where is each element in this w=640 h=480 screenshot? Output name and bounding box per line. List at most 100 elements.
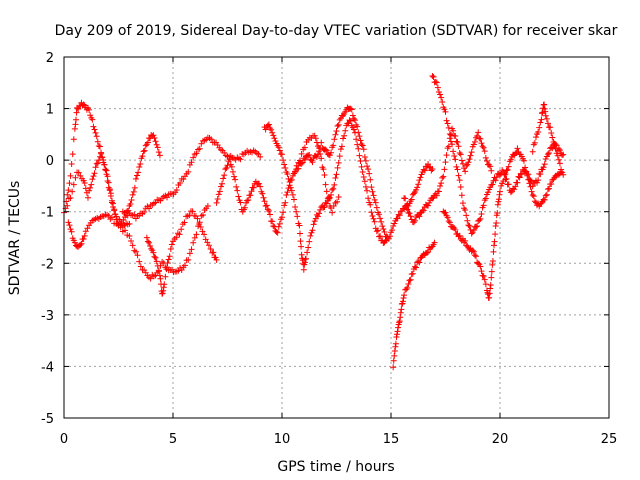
data-point	[481, 197, 488, 204]
data-point	[467, 152, 474, 159]
data-point	[136, 164, 143, 171]
data-point	[289, 191, 296, 198]
data-point	[301, 259, 308, 266]
data-point	[338, 143, 345, 150]
data-point	[433, 79, 440, 86]
data-point	[342, 127, 349, 134]
data-point	[421, 167, 428, 174]
data-point	[534, 179, 541, 186]
data-point	[483, 157, 490, 164]
data-point	[104, 178, 111, 185]
data-point	[535, 128, 542, 135]
data-point	[528, 188, 535, 195]
data-point	[368, 209, 375, 216]
data-point	[379, 223, 386, 230]
data-point	[280, 209, 287, 216]
data-point	[132, 248, 139, 255]
data-point	[69, 151, 76, 158]
data-points	[61, 72, 567, 371]
data-point	[186, 212, 193, 219]
data-point	[217, 183, 224, 190]
data-point	[354, 123, 361, 130]
data-point	[529, 148, 536, 155]
data-point	[426, 199, 433, 206]
data-point	[306, 151, 313, 158]
data-point	[286, 179, 293, 186]
data-point	[106, 186, 113, 193]
data-point	[455, 143, 462, 150]
data-point	[87, 112, 94, 119]
data-point	[466, 156, 473, 163]
data-point	[280, 157, 287, 164]
x-tick-label: 0	[60, 432, 68, 447]
data-point	[72, 121, 79, 128]
data-point	[486, 290, 493, 297]
data-point	[264, 206, 271, 213]
data-point	[131, 184, 138, 191]
series-track-g	[261, 117, 436, 273]
data-point	[514, 179, 521, 186]
y-tick-label: -4	[41, 360, 54, 375]
data-point	[374, 227, 381, 234]
data-point	[554, 152, 561, 159]
data-point	[64, 202, 71, 209]
data-point	[455, 172, 462, 179]
data-point	[282, 199, 289, 206]
data-point	[432, 78, 439, 85]
data-point	[323, 188, 330, 195]
data-point	[477, 135, 484, 142]
data-point	[307, 232, 314, 239]
data-point	[321, 204, 328, 211]
data-point	[293, 162, 300, 169]
data-point	[113, 216, 120, 223]
data-point	[300, 266, 307, 273]
data-point	[260, 194, 267, 201]
data-point	[550, 139, 557, 146]
data-point	[416, 177, 423, 184]
data-point	[454, 166, 461, 173]
data-point	[282, 164, 289, 171]
data-point	[410, 219, 417, 226]
data-point	[544, 120, 551, 127]
data-point	[232, 176, 239, 183]
data-point	[131, 211, 138, 218]
data-point	[235, 193, 242, 200]
data-point	[555, 156, 562, 163]
data-point	[219, 180, 226, 187]
axis-ticks: 0 5 10 15 20 25 -5 -4 -3 -2 -1 0 1 2	[41, 51, 617, 447]
data-point	[276, 220, 283, 227]
data-point	[443, 152, 450, 159]
data-point	[411, 217, 418, 224]
data-point	[318, 155, 325, 162]
data-point	[433, 192, 440, 199]
data-point	[152, 138, 159, 145]
data-point	[122, 227, 129, 234]
data-point	[463, 212, 470, 219]
data-point	[552, 145, 559, 152]
data-point	[511, 186, 518, 193]
data-point	[549, 134, 556, 141]
data-point	[390, 364, 397, 371]
data-point	[478, 268, 485, 275]
data-point	[125, 207, 132, 214]
data-point	[90, 173, 97, 180]
data-point	[153, 258, 160, 265]
data-point	[558, 166, 565, 173]
data-point	[283, 192, 290, 199]
data-point	[480, 273, 487, 280]
data-point	[450, 148, 457, 155]
data-point	[391, 352, 398, 359]
data-point	[162, 273, 169, 280]
data-point	[546, 185, 553, 192]
data-point	[312, 135, 319, 142]
data-point	[176, 231, 183, 238]
data-point	[477, 263, 484, 270]
data-point	[442, 159, 449, 166]
data-point	[542, 108, 549, 115]
data-point	[437, 182, 444, 189]
data-point	[313, 139, 320, 146]
series-track-e	[143, 208, 220, 297]
data-point	[548, 181, 555, 188]
data-point	[161, 281, 168, 288]
data-point	[356, 133, 363, 140]
